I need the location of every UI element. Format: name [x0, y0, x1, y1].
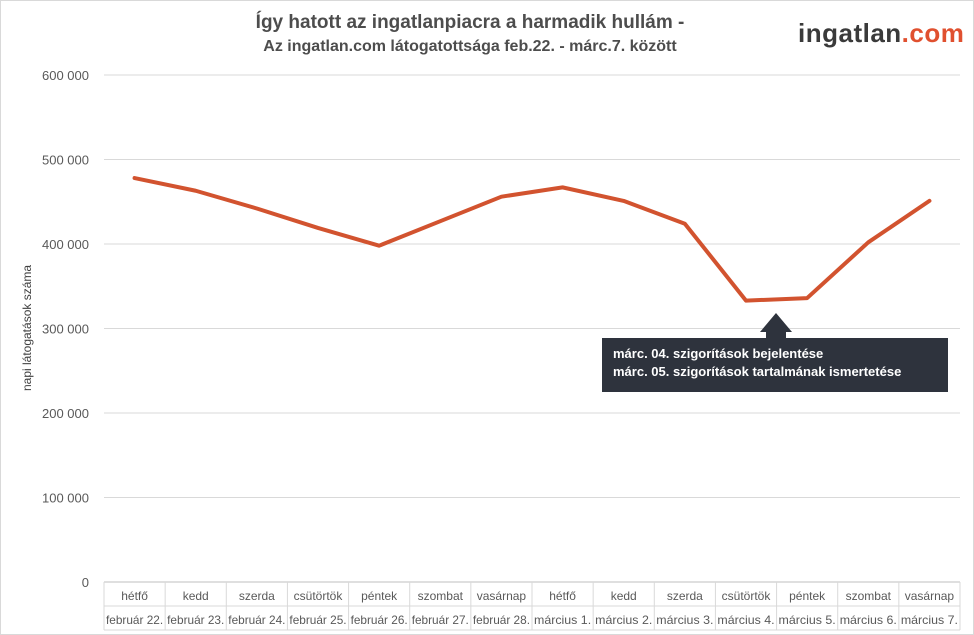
- data-point: [133, 176, 137, 180]
- data-point: [377, 244, 381, 248]
- x-tick-label-day: kedd: [611, 589, 637, 603]
- x-tick-label-date: február 25.: [289, 613, 346, 627]
- x-tick-label-date: március 1.: [534, 613, 591, 627]
- x-tick-label-day: szombat: [846, 589, 892, 603]
- data-point: [499, 195, 503, 199]
- y-tick-label: 100 000: [42, 491, 89, 506]
- x-tick-label-day: szombat: [418, 589, 464, 603]
- x-tick-label-date: március 7.: [901, 613, 958, 627]
- x-tick-label-day: kedd: [183, 589, 209, 603]
- x-tick-label-day: csütörtök: [294, 589, 344, 603]
- y-tick-label: 0: [82, 575, 89, 590]
- annotation-box: márc. 04. szigorítások bejelentése márc.…: [602, 338, 948, 392]
- y-tick-label: 400 000: [42, 237, 89, 252]
- data-point: [561, 185, 565, 189]
- y-tick-label: 500 000: [42, 153, 89, 168]
- data-point: [866, 240, 870, 244]
- x-tick-label-date: március 6.: [840, 613, 897, 627]
- annotation-line-2: márc. 05. szigorítások tartalmának ismer…: [613, 364, 902, 379]
- x-tick-label-day: péntek: [789, 589, 826, 603]
- series-line: [132, 176, 932, 303]
- y-tick-label: 300 000: [42, 322, 89, 337]
- x-tick-label-day: péntek: [361, 589, 398, 603]
- x-tick-label-date: március 5.: [779, 613, 836, 627]
- x-tick-label-day: vasárnap: [905, 589, 955, 603]
- x-tick-label-day: csütörtök: [722, 589, 772, 603]
- data-point: [927, 199, 931, 203]
- brand-logo: ingatlan.com: [798, 18, 964, 49]
- x-tick-label-date: március 2.: [595, 613, 652, 627]
- logo-suffix-text: .com: [901, 18, 965, 48]
- x-tick-label-date: február 27.: [412, 613, 469, 627]
- x-tick-label-day: hétfő: [549, 589, 576, 603]
- annotation-line-1: márc. 04. szigorítások bejelentése: [613, 346, 824, 361]
- x-tick-label-day: vasárnap: [477, 589, 527, 603]
- data-point: [744, 299, 748, 303]
- chart-title: Így hatott az ingatlanpiacra a harmadik …: [255, 12, 685, 33]
- data-point: [622, 199, 626, 203]
- x-tick-label-date: február 22.: [106, 613, 163, 627]
- x-tick-label-date: február 23.: [167, 613, 224, 627]
- x-tick-label-day: szerda: [239, 589, 275, 603]
- data-point: [316, 226, 320, 230]
- data-point: [805, 296, 809, 300]
- chart-subtitle: Az ingatlan.com látogatottsága feb.22. -…: [263, 38, 677, 55]
- x-tick-label-date: február 28.: [473, 613, 530, 627]
- x-tick-label-date: március 4.: [717, 613, 774, 627]
- data-point: [683, 222, 687, 226]
- x-tick-label-date: február 26.: [351, 613, 408, 627]
- y-axis-label: napi látogatások száma: [20, 265, 34, 391]
- x-tick-label-day: hétfő: [121, 589, 148, 603]
- y-tick-label: 200 000: [42, 406, 89, 421]
- y-tick-label: 600 000: [42, 68, 89, 83]
- x-tick-label-date: március 3.: [656, 613, 713, 627]
- logo-main-text: ingatlan: [798, 18, 902, 48]
- data-point: [255, 207, 259, 211]
- annotation-arrow: [760, 313, 792, 340]
- data-point: [194, 189, 198, 193]
- x-tick-label-day: szerda: [667, 589, 703, 603]
- data-point: [438, 219, 442, 223]
- x-tick-label-date: február 24.: [228, 613, 285, 627]
